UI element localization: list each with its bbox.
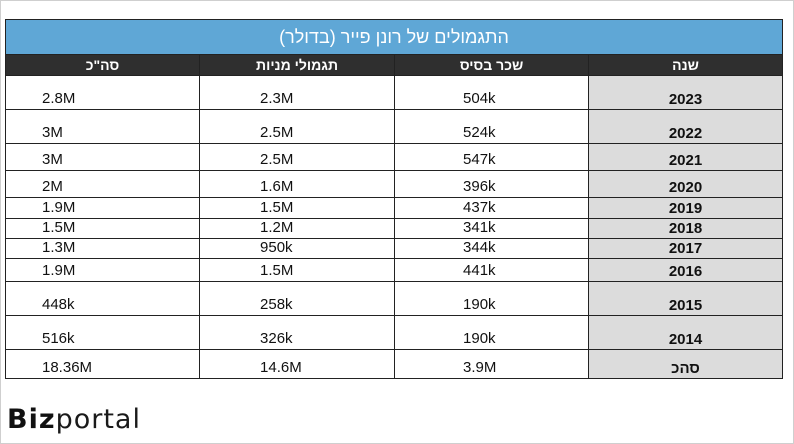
stock-rewards-cell: 2.5M	[199, 109, 396, 144]
year-cell: 2023	[588, 75, 784, 110]
base-salary-cell: 3.9M	[394, 349, 590, 379]
total-cell: 1.5M	[4, 218, 201, 239]
total-cell: 1.9M	[4, 197, 201, 219]
year-cell: 2014	[588, 315, 784, 350]
year-cell: 2019	[588, 197, 784, 219]
stock-rewards-cell: 258k	[199, 281, 396, 316]
logo-brand-light: portal	[55, 404, 141, 435]
year-cell: 2020	[588, 170, 784, 198]
total-cell: 448k	[4, 281, 201, 316]
header-base-salary: שכר בסיס	[394, 54, 590, 76]
total-cell: 3M	[4, 109, 201, 144]
base-salary-cell: 341k	[394, 218, 590, 239]
year-cell: 2017	[588, 238, 784, 259]
table-row: 2015 190k 258k 448k	[4, 281, 784, 316]
table-row: 2017 344k 950k 1.3M	[4, 238, 784, 259]
stock-rewards-cell: 14.6M	[199, 349, 396, 379]
base-salary-cell: 504k	[394, 75, 590, 110]
table-header-row: שנה שכר בסיס תגמולי מניות סה"כ	[4, 54, 784, 76]
stock-rewards-cell: 1.5M	[199, 197, 396, 219]
compensation-table: התגמולים של רונן פייר (בדולר) שנה שכר בס…	[4, 19, 784, 379]
stock-rewards-cell: 1.2M	[199, 218, 396, 239]
table-title-row: התגמולים של רונן פייר (בדולר)	[4, 19, 784, 55]
stock-rewards-cell: 950k	[199, 238, 396, 259]
year-cell: 2021	[588, 143, 784, 171]
total-cell: 1.3M	[4, 238, 201, 259]
logo-brand-bold: Biz	[7, 404, 56, 435]
total-cell: 1.9M	[4, 258, 201, 282]
base-salary-cell: 344k	[394, 238, 590, 259]
header-year: שנה	[588, 54, 784, 76]
table-row: 2016 441k 1.5M 1.9M	[4, 258, 784, 282]
base-salary-cell: 396k	[394, 170, 590, 198]
table-row: 2018 341k 1.2M 1.5M	[4, 218, 784, 239]
header-total: סה"כ	[4, 54, 201, 76]
base-salary-cell: 437k	[394, 197, 590, 219]
base-salary-cell: 524k	[394, 109, 590, 144]
table-row: 2023 504k 2.3M 2.8M	[4, 75, 784, 110]
year-cell: 2016	[588, 258, 784, 282]
stock-rewards-cell: 326k	[199, 315, 396, 350]
table-row: 2019 437k 1.5M 1.9M	[4, 197, 784, 219]
compensation-table-wrapper: התגמולים של רונן פייר (בדולר) שנה שכר בס…	[4, 19, 784, 379]
table-row: 2020 396k 1.6M 2M	[4, 170, 784, 198]
total-cell: 2.8M	[4, 75, 201, 110]
table-row: 2021 547k 2.5M 3M	[4, 143, 784, 171]
header-stock-rewards: תגמולי מניות	[199, 54, 396, 76]
total-cell: 18.36M	[4, 349, 201, 379]
year-cell: 2018	[588, 218, 784, 239]
year-cell: סהכ	[588, 349, 784, 379]
total-cell: 2M	[4, 170, 201, 198]
table-title: התגמולים של רונן פייר (בדולר)	[4, 19, 784, 55]
table-row: 2022 524k 2.5M 3M	[4, 109, 784, 144]
base-salary-cell: 441k	[394, 258, 590, 282]
stock-rewards-cell: 2.3M	[199, 75, 396, 110]
table-row-total: סהכ 3.9M 14.6M 18.36M	[4, 349, 784, 379]
stock-rewards-cell: 1.6M	[199, 170, 396, 198]
table-row: 2014 190k 326k 516k	[4, 315, 784, 350]
total-cell: 516k	[4, 315, 201, 350]
base-salary-cell: 190k	[394, 315, 590, 350]
total-cell: 3M	[4, 143, 201, 171]
year-cell: 2015	[588, 281, 784, 316]
bizportal-logo: Bizportal	[7, 405, 141, 435]
year-cell: 2022	[588, 109, 784, 144]
base-salary-cell: 190k	[394, 281, 590, 316]
stock-rewards-cell: 2.5M	[199, 143, 396, 171]
base-salary-cell: 547k	[394, 143, 590, 171]
stock-rewards-cell: 1.5M	[199, 258, 396, 282]
